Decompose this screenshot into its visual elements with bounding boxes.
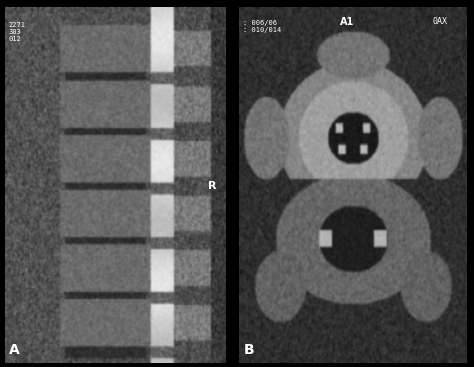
Text: : 006/06
: 010/014: : 006/06 : 010/014 (243, 20, 281, 33)
Text: 0AX: 0AX (433, 17, 448, 26)
Text: B: B (244, 343, 254, 357)
Text: A1: A1 (340, 17, 354, 28)
Text: A: A (9, 343, 20, 357)
Text: 2271
303
012: 2271 303 012 (8, 22, 25, 42)
Text: R: R (208, 181, 216, 191)
